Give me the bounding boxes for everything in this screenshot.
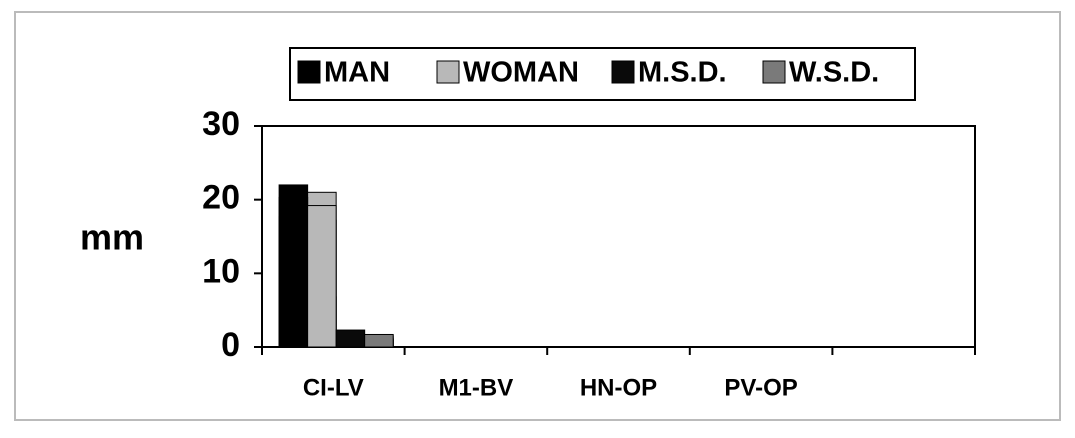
x-tick-label: HN-OP <box>580 374 657 401</box>
plot-frame <box>261 125 976 348</box>
y-tick-label: 10 <box>202 252 240 290</box>
y-tick-label: 30 <box>202 105 240 143</box>
y-tick-label: 0 <box>221 326 240 364</box>
legend-swatch <box>436 60 460 84</box>
legend-label: MAN <box>324 57 390 89</box>
bar <box>364 333 394 348</box>
y-axis-label: mm <box>80 217 144 258</box>
legend-label: W.S.D. <box>789 57 879 89</box>
x-tick-label: M1-BV <box>439 374 514 401</box>
x-tick-label: CI-LV <box>303 374 364 401</box>
bar <box>278 196 309 348</box>
x-tick-label: PV-OP <box>724 374 797 401</box>
bar <box>335 329 366 348</box>
legend-swatch <box>762 60 786 84</box>
legend-swatch <box>611 60 635 84</box>
legend-swatch <box>297 60 321 84</box>
bar <box>307 205 337 348</box>
legend-label: WOMAN <box>463 57 579 89</box>
y-tick-label: 20 <box>202 179 240 217</box>
legend-box <box>289 47 916 101</box>
legend-label: M.S.D. <box>638 57 727 89</box>
